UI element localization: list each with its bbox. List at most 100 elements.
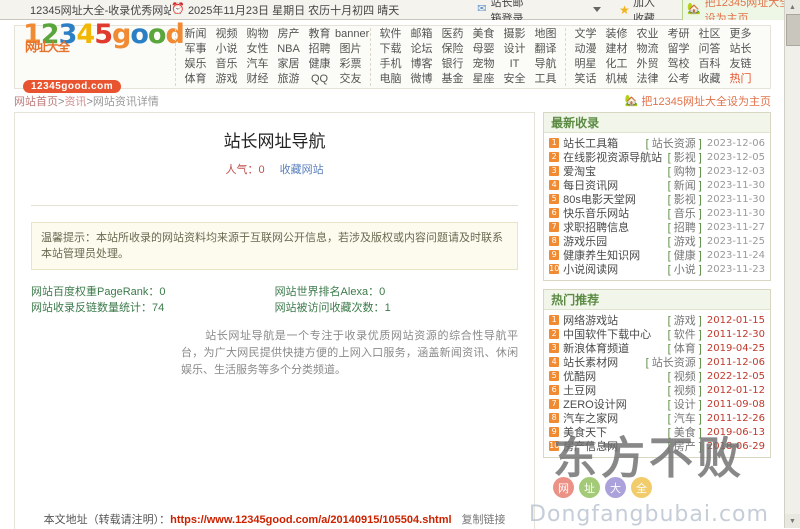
nav-link-建材[interactable]: 建材	[605, 43, 628, 55]
source-url[interactable]: https://www.12345good.com/a/20140915/105…	[170, 514, 452, 526]
nav-link-教育[interactable]: 教育	[308, 28, 331, 40]
nav-link-论坛[interactable]: 论坛	[410, 43, 433, 55]
copy-link-button[interactable]: 复制链接	[461, 514, 506, 526]
nav-link-装修[interactable]: 装修	[605, 28, 628, 40]
nav-link-图片[interactable]: 图片	[339, 43, 362, 55]
nav-link-手机[interactable]: 手机	[379, 58, 402, 70]
nav-link-彩票[interactable]: 彩票	[339, 58, 362, 70]
nav-link-新闻[interactable]: 新闻	[184, 28, 207, 40]
nav-link-体育[interactable]: 体育	[184, 73, 207, 85]
nav-link-博客[interactable]: 博客	[410, 58, 433, 70]
nav-link-QQ[interactable]: QQ	[310, 73, 329, 85]
nav-link-游戏[interactable]: 游戏	[215, 73, 238, 85]
list-item[interactable]: 10 房产信息网 [ 房产 ] 2018-06-29	[549, 439, 765, 453]
list-item-title[interactable]: 游戏乐园	[563, 236, 608, 248]
list-item-title[interactable]: 健康养生知识网	[563, 250, 641, 262]
list-item-title[interactable]: 房产信息网	[563, 441, 619, 453]
scroll-down-button[interactable]: ▼	[785, 514, 800, 528]
nav-link-摄影[interactable]: 摄影	[503, 28, 526, 40]
site-logo[interactable]: 12345good 网址大全 12345good.com	[15, 21, 185, 93]
nav-link-小说[interactable]: 小说	[215, 43, 238, 55]
nav-link-机械[interactable]: 机械	[605, 73, 628, 85]
nav-link-导航[interactable]: 导航	[534, 58, 557, 70]
list-item[interactable]: 4 每日资讯网 [ 新闻 ] 2023-11-30	[549, 178, 765, 192]
list-item-title[interactable]: 小说阅读网	[563, 264, 619, 276]
nav-link-法律[interactable]: 法律	[636, 73, 659, 85]
list-item[interactable]: 5 80s电影天堂网 [ 影视 ] 2023-11-30	[549, 192, 765, 206]
nav-link-明星[interactable]: 明星	[574, 58, 597, 70]
nav-link-外贸[interactable]: 外贸	[636, 58, 659, 70]
list-item-title[interactable]: 每日资讯网	[563, 180, 619, 192]
nav-link-安全[interactable]: 安全	[503, 73, 526, 85]
nav-link-美食[interactable]: 美食	[472, 28, 495, 40]
list-item[interactable]: 6 快乐音乐网站 [ 音乐 ] 2023-11-30	[549, 206, 765, 220]
list-item[interactable]: 7 ZERO设计网 [ 设计 ] 2011-09-08	[549, 397, 765, 411]
list-item[interactable]: 5 优酷网 [ 视频 ] 2022-12-05	[549, 369, 765, 383]
list-item[interactable]: 9 美食天下 [ 美食 ] 2019-06-13	[549, 425, 765, 439]
nav-link-交友[interactable]: 交友	[339, 73, 362, 85]
list-item-title[interactable]: 土豆网	[563, 385, 597, 397]
nav-link-更多[interactable]: 更多	[729, 28, 752, 40]
collect-site-link[interactable]: 收藏网站	[279, 164, 324, 176]
nav-link-翻译[interactable]: 翻译	[534, 43, 557, 55]
breadcrumb-set-homepage[interactable]: 🏡 把12345网址大全设为主页	[625, 93, 771, 109]
list-item[interactable]: 7 求职招聘信息 [ 招聘 ] 2023-11-27	[549, 220, 765, 234]
list-item-title[interactable]: 爱淘宝	[563, 166, 597, 178]
nav-link-文学[interactable]: 文学	[574, 28, 597, 40]
scrollbar-thumb[interactable]	[786, 14, 800, 46]
nav-link-电脑[interactable]: 电脑	[379, 73, 402, 85]
nav-link-农业[interactable]: 农业	[636, 28, 659, 40]
nav-link-NBA[interactable]: NBA	[277, 43, 300, 55]
scroll-up-button[interactable]: ▲	[785, 0, 800, 14]
nav-link-化工[interactable]: 化工	[605, 58, 628, 70]
list-item-title[interactable]: 中国软件下载中心	[563, 329, 652, 341]
nav-link-军事[interactable]: 军事	[184, 43, 207, 55]
list-item[interactable]: 4 站长素材网 [ 站长资源 ] 2011-12-06	[549, 355, 765, 369]
list-item-title[interactable]: 站长工具箱	[563, 138, 619, 150]
nav-link-微博[interactable]: 微博	[410, 73, 433, 85]
list-item[interactable]: 6 土豆网 [ 视频 ] 2012-01-12	[549, 383, 765, 397]
nav-link-问答[interactable]: 问答	[698, 43, 721, 55]
nav-link-百科[interactable]: 百科	[698, 58, 721, 70]
nav-link-社区[interactable]: 社区	[698, 28, 721, 40]
nav-link-星座[interactable]: 星座	[472, 73, 495, 85]
nav-link-视频[interactable]: 视频	[215, 28, 238, 40]
nav-link-站长[interactable]: 站长	[729, 43, 752, 55]
nav-link-健康[interactable]: 健康	[308, 58, 331, 70]
list-item[interactable]: 8 游戏乐园 [ 游戏 ] 2023-11-25	[549, 234, 765, 248]
list-item-title[interactable]: 网络游戏站	[563, 315, 619, 327]
nav-link-女性[interactable]: 女性	[246, 43, 269, 55]
nav-link-工具[interactable]: 工具	[534, 73, 557, 85]
list-item-title[interactable]: ZERO设计网	[563, 399, 627, 411]
nav-link-笑话[interactable]: 笑话	[574, 73, 597, 85]
nav-link-音乐[interactable]: 音乐	[215, 58, 238, 70]
list-item[interactable]: 2 在线影视资源导航站 [ 影视 ] 2023-12-05	[549, 150, 765, 164]
list-item[interactable]: 1 站长工具箱 [ 站长资源 ] 2023-12-06	[549, 136, 765, 150]
list-item-title[interactable]: 汽车之家网	[563, 413, 619, 425]
nav-link-物流[interactable]: 物流	[636, 43, 659, 55]
nav-link-动漫[interactable]: 动漫	[574, 43, 597, 55]
nav-link-软件[interactable]: 软件	[379, 28, 402, 40]
list-item[interactable]: 8 汽车之家网 [ 汽车 ] 2011-12-26	[549, 411, 765, 425]
nav-link-IT[interactable]: IT	[509, 58, 520, 70]
nav-link-母婴[interactable]: 母婴	[472, 43, 495, 55]
breadcrumb-home[interactable]: 网站首页	[14, 96, 58, 108]
list-item[interactable]: 3 新浪体育频道 [ 体育 ] 2019-04-25	[549, 341, 765, 355]
list-item[interactable]: 1 网络游戏站 [ 游戏 ] 2012-01-15	[549, 313, 765, 327]
nav-link-娱乐[interactable]: 娱乐	[184, 58, 207, 70]
chevron-down-icon[interactable]	[593, 7, 602, 12]
list-item[interactable]: 3 爱淘宝 [ 购物 ] 2023-12-03	[549, 164, 765, 178]
nav-link-收藏[interactable]: 收藏	[698, 73, 721, 85]
nav-link-旅游[interactable]: 旅游	[277, 73, 300, 85]
list-item[interactable]: 9 健康养生知识网 [ 健康 ] 2023-11-24	[549, 248, 765, 262]
nav-link-医药[interactable]: 医药	[441, 28, 464, 40]
nav-link-基金[interactable]: 基金	[441, 73, 464, 85]
list-item-title[interactable]: 80s电影天堂网	[563, 194, 636, 206]
list-item-title[interactable]: 优酷网	[563, 371, 597, 383]
list-item-title[interactable]: 站长素材网	[563, 357, 619, 369]
nav-link-购物[interactable]: 购物	[246, 28, 269, 40]
nav-link-银行[interactable]: 银行	[441, 58, 464, 70]
page-scrollbar[interactable]: ▲ ▼	[784, 0, 800, 528]
nav-link-家居[interactable]: 家居	[277, 58, 300, 70]
list-item[interactable]: 10 小说阅读网 [ 小说 ] 2023-11-23	[549, 262, 765, 276]
